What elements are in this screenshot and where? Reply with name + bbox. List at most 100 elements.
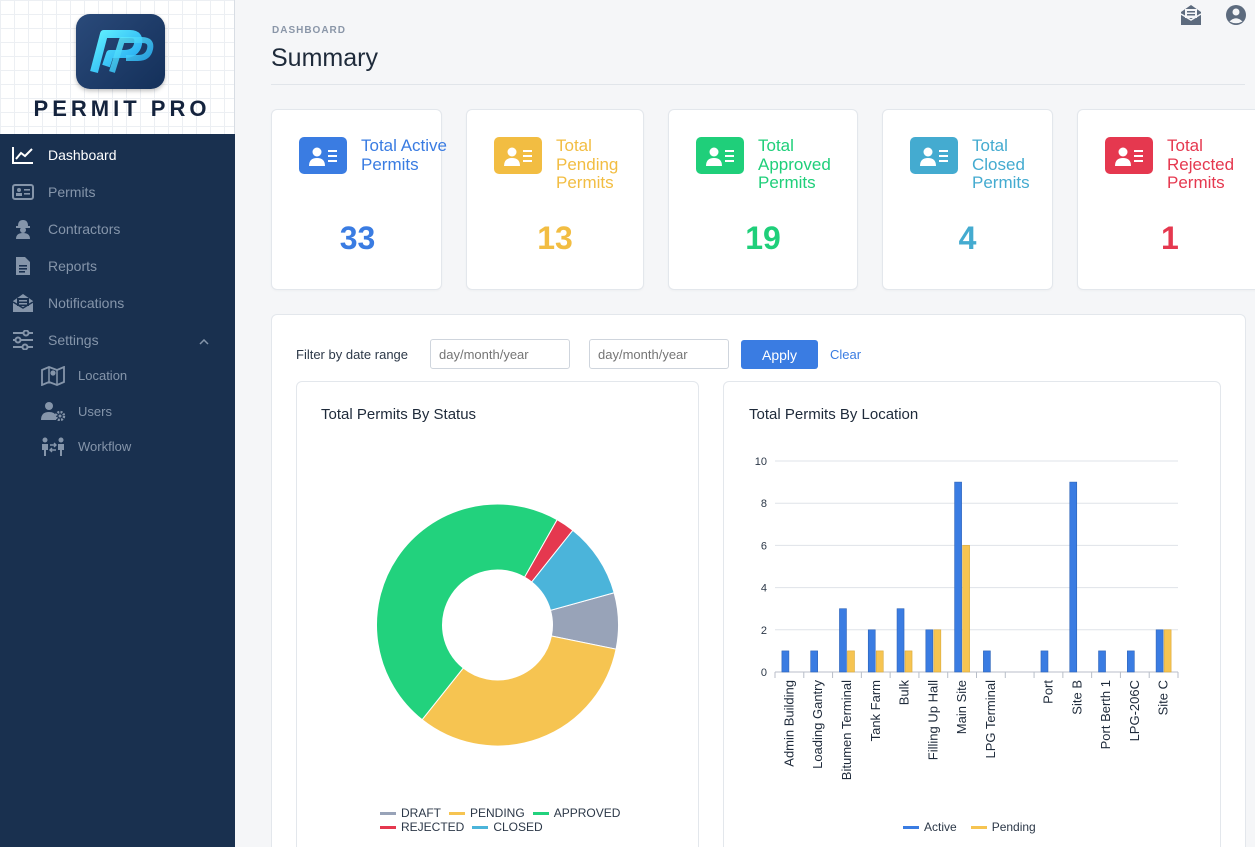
users-gear-icon: [40, 401, 66, 422]
sidebar-subitem-location[interactable]: Location: [0, 358, 235, 394]
sidebar-item-settings[interactable]: Settings: [0, 321, 235, 358]
sidebar-item-label: Reports: [48, 257, 98, 274]
bar-active[interactable]: [1098, 650, 1106, 673]
status-legend-row-1: DRAFT PENDING APPROVED: [380, 806, 628, 820]
bar-pending[interactable]: [962, 545, 970, 673]
bar-active[interactable]: [867, 629, 876, 673]
sidebar-nav: Dashboard Permits Contractors Reports No…: [0, 136, 235, 465]
worker-icon: [11, 219, 35, 239]
user-avatar-icon[interactable]: [1225, 4, 1247, 26]
stat-card-active[interactable]: Total Active Permits 33: [271, 109, 447, 290]
sidebar-item-label: Notifications: [48, 294, 125, 311]
sidebar-subitem-users[interactable]: Users: [0, 394, 235, 430]
status-chart-title: Total Permits By Status: [321, 406, 477, 423]
sidebar: PERMIT PRO Dashboard Permits Contractors…: [0, 0, 235, 847]
bar-pending[interactable]: [1163, 629, 1172, 673]
bar-active[interactable]: [1069, 481, 1078, 673]
sidebar-item-permits[interactable]: Permits: [0, 173, 235, 210]
bar-active[interactable]: [810, 650, 818, 673]
people-arrows-icon: [40, 437, 66, 457]
y-tick-label: 0: [761, 667, 767, 679]
bar-active[interactable]: [781, 650, 790, 673]
stat-card-label: Total Approved Permits: [758, 136, 831, 192]
bar-active[interactable]: [1127, 650, 1135, 673]
legend-item[interactable]: REJECTED: [380, 820, 464, 834]
legend-swatch: [532, 811, 549, 815]
bar-active[interactable]: [954, 481, 962, 673]
sidebar-subitem-workflow[interactable]: Workflow: [0, 429, 235, 465]
x-tick-label: Admin Building: [781, 680, 796, 767]
sidebar-item-contractors[interactable]: Contractors: [0, 210, 235, 247]
y-tick-label: 10: [755, 456, 767, 468]
envelope-open-icon: [11, 293, 35, 313]
bar-active[interactable]: [983, 650, 991, 673]
sidebar-item-label: Settings: [48, 331, 99, 348]
bar-pending[interactable]: [904, 650, 913, 673]
stat-card-rejected[interactable]: Total Rejected Permits 1: [1077, 109, 1255, 290]
y-tick-label: 8: [761, 498, 767, 510]
header-divider: [271, 84, 1245, 85]
legend-item[interactable]: APPROVED: [532, 806, 620, 820]
apply-button[interactable]: Apply: [741, 340, 818, 369]
sidebar-item-dashboard[interactable]: Dashboard: [0, 136, 235, 173]
sidebar-item-notifications[interactable]: Notifications: [0, 284, 235, 321]
sidebar-item-reports[interactable]: Reports: [0, 247, 235, 284]
bar-active[interactable]: [925, 629, 934, 673]
stat-card-value: 1: [1161, 220, 1179, 256]
legend-item[interactable]: Active: [903, 820, 957, 834]
legend-item[interactable]: DRAFT: [380, 806, 441, 820]
id-card-icon: [910, 137, 958, 174]
y-tick-label: 2: [761, 625, 767, 637]
messages-icon[interactable]: [1180, 4, 1202, 26]
bar-pending[interactable]: [875, 650, 884, 673]
chart-line-icon: [11, 145, 35, 165]
bar-active[interactable]: [896, 608, 905, 673]
brand-name: PERMIT PRO: [33, 96, 211, 121]
clear-link[interactable]: Clear: [830, 347, 862, 362]
id-card-icon: [696, 137, 744, 174]
x-tick-label: Bitumen Terminal: [839, 680, 854, 780]
x-tick-label: Main Site: [954, 680, 969, 734]
x-tick-label: Bulk: [897, 680, 912, 706]
id-card-icon: [494, 137, 542, 174]
stat-card-approved[interactable]: Total Approved Permits 19: [668, 109, 858, 290]
legend-item[interactable]: PENDING: [449, 806, 525, 820]
date-to-input[interactable]: [589, 339, 729, 369]
legend-swatch: [970, 825, 987, 829]
bar-pending[interactable]: [847, 650, 855, 673]
brand-logo[interactable]: PERMIT PRO: [0, 0, 235, 134]
legend-label: DRAFT: [401, 806, 441, 820]
x-tick-label: Loading Gantry: [810, 680, 825, 769]
x-tick-label: LPG-206C: [1127, 680, 1142, 741]
date-from-input[interactable]: [430, 339, 570, 369]
sidebar-item-label: Permits: [48, 183, 96, 200]
stat-card-pending[interactable]: Total Pending Permits 13: [466, 109, 644, 290]
sidebar-item-label: Contractors: [48, 220, 121, 237]
legend-swatch: [449, 811, 465, 815]
breadcrumb: DASHBOARD: [272, 25, 346, 36]
bar-pending[interactable]: [933, 629, 942, 673]
status-chart-card: [296, 381, 699, 847]
legend-item[interactable]: CLOSED: [472, 820, 543, 834]
donut-slice-pending[interactable]: [421, 635, 617, 747]
stat-card-closed[interactable]: Total Closed Permits 4: [882, 109, 1053, 290]
donut-slice-approved[interactable]: [375, 503, 558, 721]
stat-card-label: Total Closed Permits: [972, 136, 1030, 192]
bar-active[interactable]: [839, 608, 847, 673]
legend-swatch: [380, 825, 396, 829]
file-icon: [11, 256, 35, 276]
filter-label: Filter by date range: [296, 347, 409, 362]
legend-item[interactable]: Pending: [970, 820, 1036, 834]
status-legend-row-2: REJECTED CLOSED: [380, 820, 551, 834]
legend-label: CLOSED: [493, 820, 543, 834]
bar-active[interactable]: [1155, 629, 1164, 673]
legend-swatch: [380, 811, 396, 815]
bar-active[interactable]: [1040, 650, 1049, 673]
status-donut-chart: [375, 503, 619, 747]
sidebar-subitem-label: Location: [78, 368, 128, 384]
chevron-up-icon[interactable]: [199, 332, 209, 348]
legend-label: REJECTED: [401, 820, 465, 834]
donut-slice-closed[interactable]: [531, 529, 615, 611]
x-tick-label: LPG Terminal: [983, 680, 998, 759]
x-tick-label: Site C: [1156, 680, 1171, 715]
